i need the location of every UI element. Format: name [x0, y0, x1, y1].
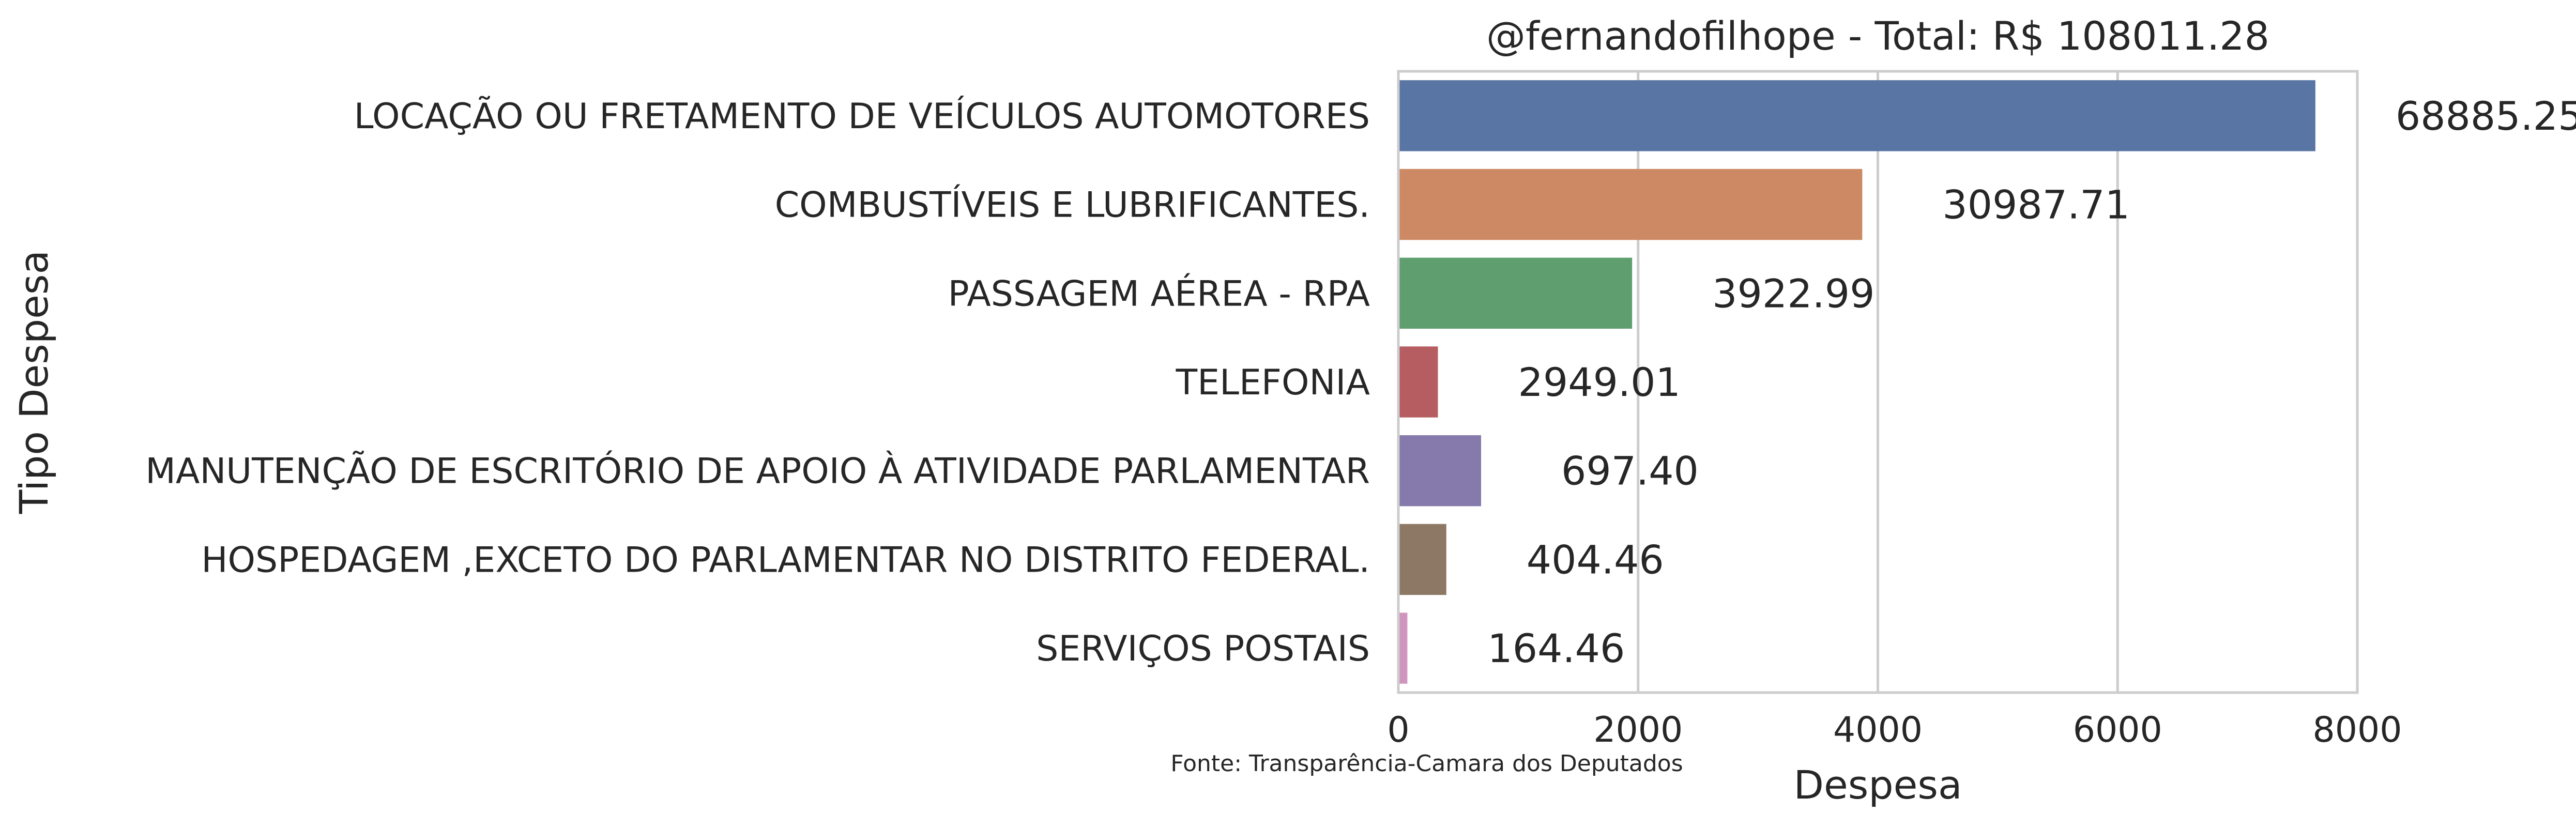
value-label: 164.46	[1487, 625, 1625, 671]
value-label: 68885.25	[2396, 93, 2576, 139]
category-label: PASSAGEM AÉREA - RPA	[948, 273, 1370, 314]
x-tick-label: 0	[1387, 710, 1409, 750]
bar	[1398, 524, 1446, 595]
category-label: TELEFONIA	[1176, 362, 1370, 403]
x-tick-label: 6000	[2073, 710, 2162, 750]
value-label: 697.40	[1561, 448, 1699, 494]
bar	[1398, 435, 1481, 506]
category-label: LOCAÇÃO OU FRETAMENTO DE VEÍCULOS AUTOMO…	[354, 96, 1370, 137]
chart-title: @fernandofilhope - Total: R$ 108011.28	[1486, 13, 2269, 59]
x-tick-label: 8000	[2312, 710, 2402, 750]
category-label: MANUTENÇÃO DE ESCRITÓRIO DE APOIO À ATIV…	[145, 451, 1370, 492]
bar	[1398, 169, 1862, 240]
value-label: 30987.71	[1942, 182, 2130, 228]
category-label: SERVIÇOS POSTAIS	[1036, 628, 1370, 669]
bar	[1398, 612, 1407, 683]
bar	[1398, 258, 1632, 329]
x-axis-title: Despesa	[1793, 762, 1962, 808]
source-note: Fonte: Transparência-Camara dos Deputado…	[1170, 750, 1683, 777]
bar	[1398, 80, 2315, 151]
x-tick-label: 2000	[1593, 710, 1683, 750]
x-tick-label: 4000	[1833, 710, 1923, 750]
category-label: COMBUSTÍVEIS E LUBRIFICANTES.	[775, 185, 1370, 226]
bar	[1398, 346, 1438, 417]
value-label: 404.46	[1527, 536, 1664, 582]
category-label: HOSPEDAGEM ,EXCETO DO PARLAMENTAR NO DIS…	[201, 540, 1370, 580]
value-label: 2949.01	[1518, 359, 1681, 405]
y-axis-title: Tipo Despesa	[11, 250, 57, 514]
value-label: 3922.99	[1712, 270, 1874, 316]
